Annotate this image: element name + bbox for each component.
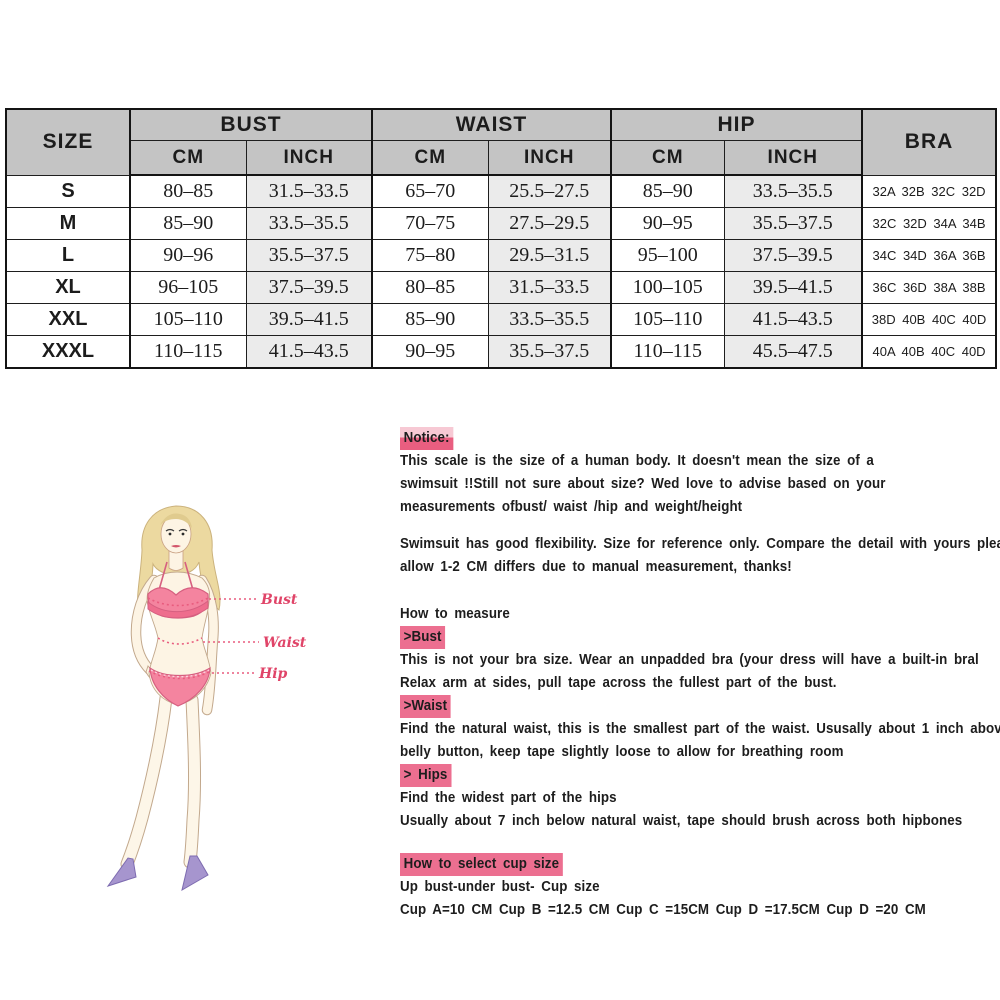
cell-bust-cm: 110–115 (129, 335, 247, 369)
cell-hip-inch: 35.5–37.5 (723, 207, 863, 240)
cell-size: XL (5, 271, 131, 304)
cell-waist-inch: 29.5–31.5 (487, 239, 612, 272)
cell-hip-inch: 33.5–35.5 (723, 174, 863, 208)
col-header-bust: BUST (128, 108, 373, 141)
figure-label-waist: Waist (263, 635, 307, 651)
cell-bra: 38D 40B 40C 40D (861, 303, 997, 336)
cell-size: XXXL (5, 335, 131, 369)
table-row-l: L 90–96 35.5–37.5 75–80 29.5–31.5 95–100… (5, 239, 997, 272)
cell-bust-inch: 37.5–39.5 (245, 271, 373, 304)
size-guide-copy: Notice: This scale is the size of a huma… (400, 427, 1000, 922)
hips-heading: > Hips (400, 764, 452, 787)
cell-waist-cm: 70–75 (371, 207, 489, 240)
cell-waist-inch: 33.5–35.5 (487, 303, 612, 336)
cell-hip-inch: 37.5–39.5 (723, 239, 863, 272)
cell-waist-inch: 27.5–29.5 (487, 207, 612, 240)
notice-line: swimsuit !!Still not sure about size? We… (400, 476, 886, 492)
cell-bust-inch: 33.5–35.5 (245, 207, 373, 240)
cell-bust-cm: 90–96 (129, 239, 247, 272)
cell-bra: 34C 34D 36A 36B (861, 239, 997, 272)
subheader-bust-cm: CM (129, 140, 247, 176)
subheader-waist-inch: INCH (487, 140, 612, 176)
table-row-xxl: XXL 105–110 39.5–41.5 85–90 33.5–35.5 10… (5, 303, 997, 336)
waist-line: Find the natural waist, this is the smal… (400, 721, 1000, 737)
col-header-bra: BRA (861, 108, 997, 176)
cell-waist-cm: 75–80 (371, 239, 489, 272)
size-figure-illustration: Bust Waist Hip (90, 498, 340, 908)
cell-bust-inch: 41.5–43.5 (245, 335, 373, 369)
hip-measure-line (148, 670, 212, 680)
cell-bust-cm: 85–90 (129, 207, 247, 240)
cell-bra: 36C 36D 38A 38B (861, 271, 997, 304)
bust-measure-line (147, 597, 209, 607)
heel-right (181, 855, 209, 892)
col-header-waist: WAIST (371, 108, 612, 141)
cell-size: M (5, 207, 131, 240)
col-header-hip: HIP (610, 108, 863, 141)
cell-bust-inch: 35.5–37.5 (245, 239, 373, 272)
cell-waist-cm: 65–70 (371, 174, 489, 208)
notice-line: measurements ofbust/ waist /hip and weig… (400, 499, 743, 515)
cell-hip-inch: 41.5–43.5 (723, 303, 863, 336)
cell-waist-cm: 80–85 (371, 271, 489, 304)
cell-bust-cm: 80–85 (129, 174, 247, 208)
cell-hip-cm: 100–105 (610, 271, 725, 304)
subheader-hip-inch: INCH (723, 140, 863, 176)
cell-hip-inch: 39.5–41.5 (723, 271, 863, 304)
cell-bra: 32C 32D 34A 34B (861, 207, 997, 240)
cell-waist-inch: 25.5–27.5 (487, 174, 612, 208)
bust-line: Relax arm at sides, pull tape across the… (400, 675, 837, 691)
cell-hip-cm: 90–95 (610, 207, 725, 240)
table-row-s: S 80–85 31.5–33.5 65–70 25.5–27.5 85–90 … (5, 174, 997, 208)
figure-label-hip: Hip (258, 666, 288, 682)
notice-heading: Notice: (400, 427, 454, 450)
table-row-m: M 85–90 33.5–35.5 70–75 27.5–29.5 90–95 … (5, 207, 997, 240)
heel-left (106, 857, 137, 887)
how-to-measure-heading: How to measure (400, 606, 510, 622)
cell-bra: 40A 40B 40C 40D (861, 335, 997, 369)
bust-line: This is not your bra size. Wear an unpad… (400, 652, 979, 668)
flexibility-line: allow 1-2 CM differs due to manual measu… (400, 559, 792, 575)
cell-bust-cm: 96–105 (129, 271, 247, 304)
cell-size: S (5, 174, 131, 208)
waist-line: belly button, keep tape slightly loose t… (400, 744, 844, 760)
cell-hip-cm: 95–100 (610, 239, 725, 272)
hips-line: Usually about 7 inch below natural waist… (400, 813, 963, 829)
size-chart-table: SIZE BUST WAIST HIP BRA CM INCH CM INCH … (5, 108, 998, 369)
cell-size: L (5, 239, 131, 272)
subheader-hip-cm: CM (610, 140, 725, 176)
subheader-bust-inch: INCH (245, 140, 373, 176)
cell-bust-inch: 31.5–33.5 (245, 174, 373, 208)
cell-waist-inch: 31.5–33.5 (487, 271, 612, 304)
cell-hip-cm: 105–110 (610, 303, 725, 336)
figure-label-bust: Bust (260, 592, 298, 608)
cell-waist-inch: 35.5–37.5 (487, 335, 612, 369)
measurement-figure-sketch: Bust Waist Hip (106, 505, 307, 892)
waist-heading: >Waist (400, 695, 451, 718)
cell-bust-cm: 105–110 (129, 303, 247, 336)
cell-waist-cm: 85–90 (371, 303, 489, 336)
cup-line: Cup A=10 CM Cup B =12.5 CM Cup C =15CM C… (400, 902, 926, 918)
cell-hip-inch: 45.5–47.5 (723, 335, 863, 369)
hips-line: Find the widest part of the hips (400, 790, 617, 806)
subheader-waist-cm: CM (371, 140, 489, 176)
cell-hip-cm: 85–90 (610, 174, 725, 208)
cell-bust-inch: 39.5–41.5 (245, 303, 373, 336)
table-row-xl: XL 96–105 37.5–39.5 80–85 31.5–33.5 100–… (5, 271, 997, 304)
cell-bra: 32A 32B 32C 32D (861, 174, 997, 208)
table-row-xxxl: XXXL 110–115 41.5–43.5 90–95 35.5–37.5 1… (5, 335, 997, 369)
cell-waist-cm: 90–95 (371, 335, 489, 369)
notice-line: This scale is the size of a human body. … (400, 453, 874, 469)
bust-heading: >Bust (400, 626, 446, 649)
cell-hip-cm: 110–115 (610, 335, 725, 369)
cell-size: XXL (5, 303, 131, 336)
flexibility-line: Swimsuit has good flexibility. Size for … (400, 536, 1000, 552)
col-header-size: SIZE (5, 108, 131, 176)
cup-size-heading: How to select cup size (400, 853, 563, 876)
cup-line: Up bust-under bust- Cup size (400, 879, 600, 895)
